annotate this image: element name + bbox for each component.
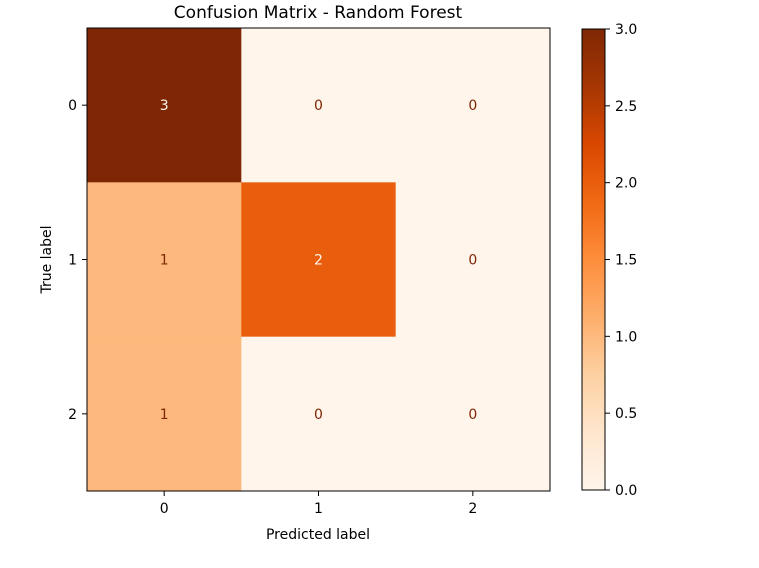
colorbar-tick-label: 2.5 [615,99,637,115]
colorbar-tick-label: 1.5 [615,253,637,269]
heatmap-cell [87,28,242,183]
cell-value-label: 0 [468,98,477,114]
colorbar-tick-label: 0.5 [615,406,637,422]
heatmap-cell [87,336,242,492]
x-tick-label: 1 [314,501,323,517]
cell-value-label: 1 [160,253,169,269]
y-tick-label: 2 [68,407,77,423]
x-tick-label: 0 [160,501,169,517]
cell-value-label: 0 [314,407,323,423]
cell-value-label: 0 [314,98,323,114]
heatmap-cell [241,182,397,338]
y-tick-label: 0 [68,98,77,114]
y-axis-label: True label [39,225,55,294]
x-axis-ticks: 0 1 2 [160,491,477,517]
colorbar-tick-label: 2.0 [615,176,637,192]
heatmap-cell [241,336,397,492]
colorbar-tick-label: 0.0 [615,483,637,499]
heatmap-cell [395,28,551,183]
cell-value-label: 1 [160,407,169,423]
cell-value-label: 0 [468,253,477,269]
chart-title: Confusion Matrix - Random Forest [174,3,463,23]
colorbar-tick-label: 1.0 [615,329,637,345]
colorbar-tick-label: 3.0 [615,22,637,38]
x-tick-label: 2 [468,501,477,517]
colorbar [581,28,606,491]
heatmap-cell [241,28,397,183]
x-axis-label: Predicted label [266,527,370,543]
colorbar-ticks: 0.0 0.5 1.0 1.5 2.0 2.5 3.0 [605,22,637,499]
heatmap-cell [395,182,551,338]
heatmap-cell [87,182,242,338]
y-tick-label: 1 [68,253,77,269]
heatmap-cell [395,336,551,492]
cell-value-label: 0 [468,407,477,423]
cell-value-label: 2 [314,253,323,269]
cell-value-label: 3 [160,98,169,114]
cell-value-labels: 3 0 0 1 2 0 1 0 0 [160,98,478,423]
heatmap-cells [87,28,551,492]
y-axis-ticks: 0 1 2 [68,98,87,423]
